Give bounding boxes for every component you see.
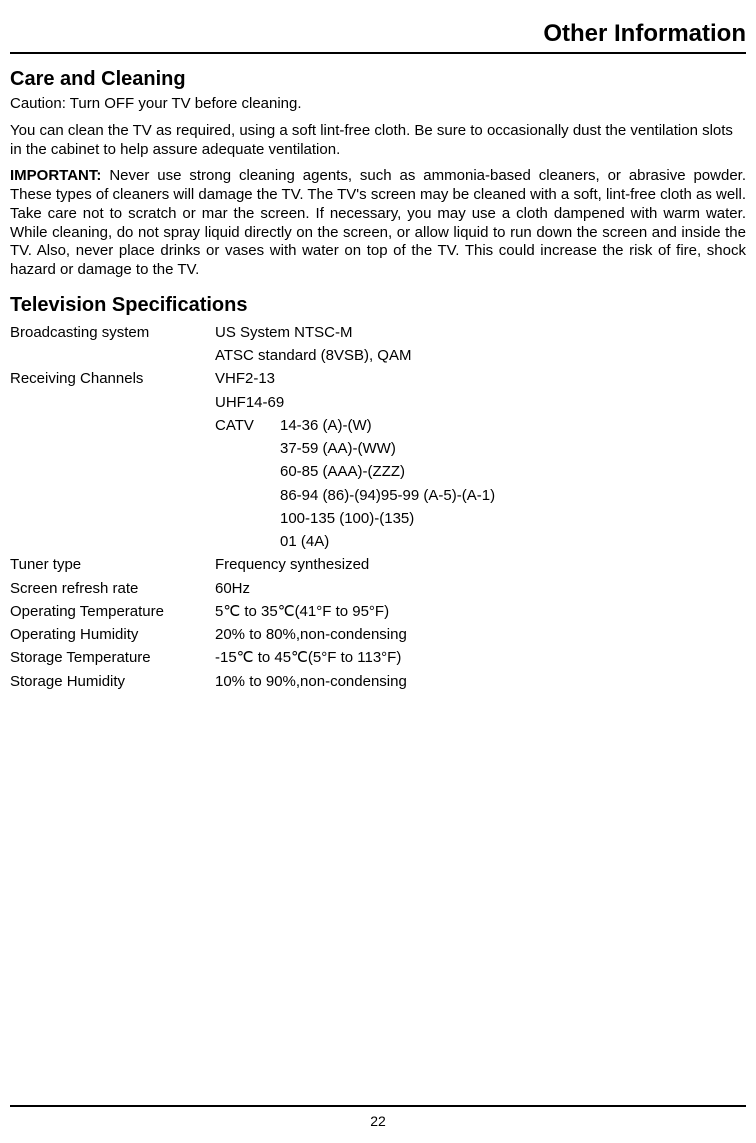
spec-label: Storage Temperature <box>10 646 215 669</box>
spec-row: ATSC standard (8VSB), QAM <box>10 344 746 367</box>
spec-value: 20% to 80%,non-condensing <box>215 623 746 646</box>
footer-rule <box>10 1105 746 1107</box>
spec-row: Operating Humidity 20% to 80%,non-conden… <box>10 623 746 646</box>
specs-table: Broadcasting system US System NTSC-M ATS… <box>10 321 746 693</box>
spec-label: Operating Temperature <box>10 600 215 623</box>
spec-label <box>10 344 215 367</box>
page-number: 22 <box>0 1113 756 1129</box>
spec-row: UHF14-69 <box>10 391 746 414</box>
spec-value: UHF14-69 <box>215 391 746 414</box>
spec-row-catv: CATV 14-36 (A)-(W) 37-59 (AA)-(WW) 60-85… <box>10 414 746 554</box>
spec-label <box>10 391 215 414</box>
spec-label: Operating Humidity <box>10 623 215 646</box>
spec-value: 5℃ to 35℃(41°F to 95°F) <box>215 600 746 623</box>
care-heading: Care and Cleaning <box>10 68 746 91</box>
catv-line: 100-135 (100)-(135) <box>280 507 746 530</box>
important-body: Never use strong cleaning agents, such a… <box>10 167 746 278</box>
catv-label: CATV <box>215 414 280 554</box>
spec-row: Broadcasting system US System NTSC-M <box>10 321 746 344</box>
catv-line: 60-85 (AAA)-(ZZZ) <box>280 460 746 483</box>
spec-row: Screen refresh rate 60Hz <box>10 577 746 600</box>
catv-line: 37-59 (AA)-(WW) <box>280 437 746 460</box>
spec-value: 60Hz <box>215 577 746 600</box>
catv-values: 14-36 (A)-(W) 37-59 (AA)-(WW) 60-85 (AAA… <box>280 414 746 554</box>
spec-label: Tuner type <box>10 553 215 576</box>
spec-value: US System NTSC-M <box>215 321 746 344</box>
care-para-2: You can clean the TV as required, using … <box>10 122 746 160</box>
specs-heading: Television Specifications <box>10 294 746 317</box>
spec-row: Storage Temperature -15℃ to 45℃(5°F to 1… <box>10 646 746 669</box>
spec-value: ATSC standard (8VSB), QAM <box>215 344 746 367</box>
spec-value: Frequency synthesized <box>215 553 746 576</box>
spec-label <box>10 414 215 554</box>
spec-label: Storage Humidity <box>10 670 215 693</box>
spec-value: -15℃ to 45℃(5°F to 113°F) <box>215 646 746 669</box>
important-label: IMPORTANT: <box>10 167 101 184</box>
catv-line: 01 (4A) <box>280 530 746 553</box>
spec-label: Broadcasting system <box>10 321 215 344</box>
spec-value-catv: CATV 14-36 (A)-(W) 37-59 (AA)-(WW) 60-85… <box>215 414 746 554</box>
page-title: Other Information <box>10 20 746 48</box>
top-rule <box>10 52 746 54</box>
catv-line: 86-94 (86)-(94)95-99 (A-5)-(A-1) <box>280 484 746 507</box>
spec-row: Operating Temperature 5℃ to 35℃(41°F to … <box>10 600 746 623</box>
spec-label: Receiving Channels <box>10 367 215 390</box>
spec-value: VHF2-13 <box>215 367 746 390</box>
spec-row: Tuner type Frequency synthesized <box>10 553 746 576</box>
spec-row: Receiving Channels VHF2-13 <box>10 367 746 390</box>
spec-value: 10% to 90%,non-condensing <box>215 670 746 693</box>
page: Other Information Care and Cleaning Caut… <box>0 0 756 1143</box>
care-para-1: Caution: Turn OFF your TV before cleanin… <box>10 95 746 114</box>
care-important: IMPORTANT: Never use strong cleaning age… <box>10 167 746 280</box>
catv-line: 14-36 (A)-(W) <box>280 414 746 437</box>
spec-label: Screen refresh rate <box>10 577 215 600</box>
spec-row: Storage Humidity 10% to 90%,non-condensi… <box>10 670 746 693</box>
